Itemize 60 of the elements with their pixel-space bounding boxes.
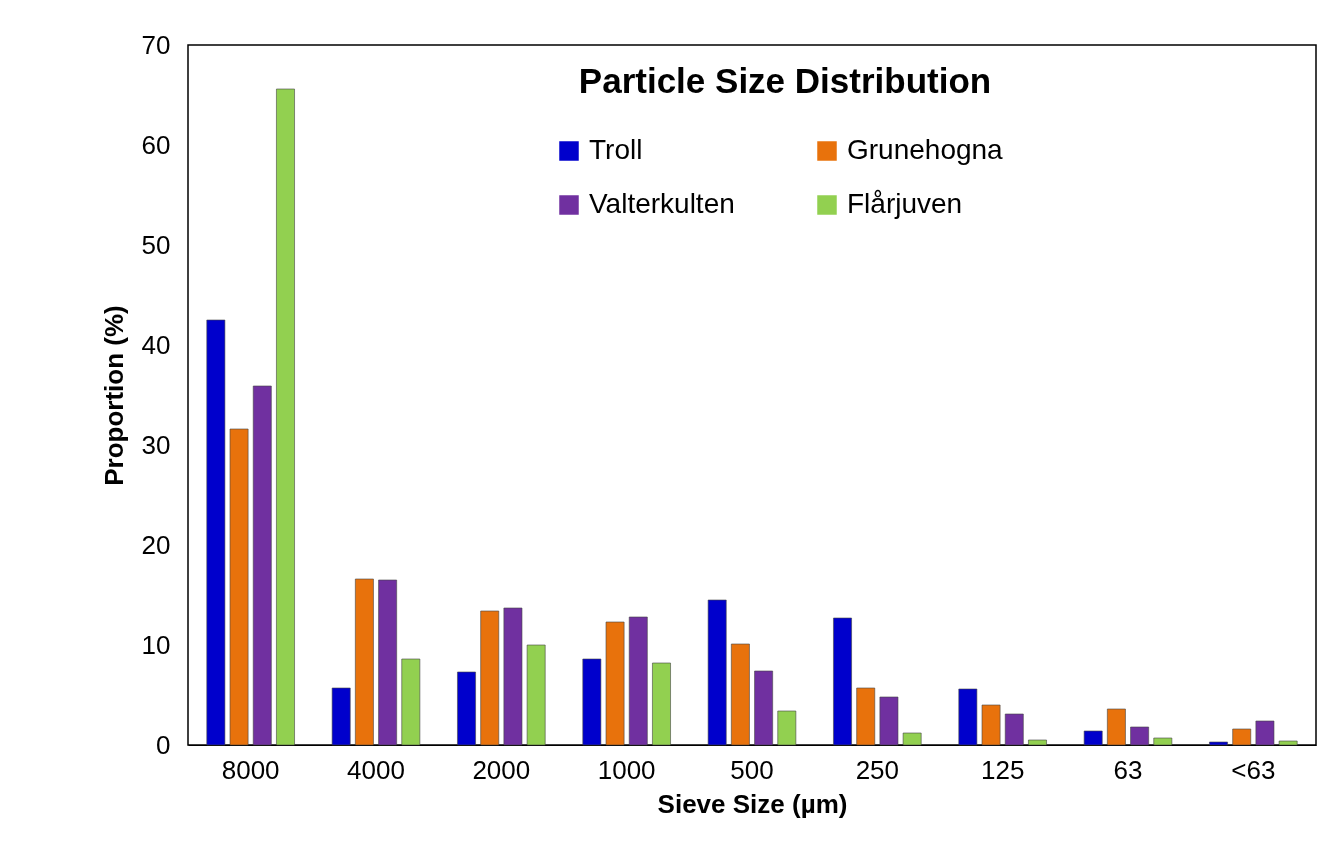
x-tick-label: 500 bbox=[730, 754, 774, 785]
bar bbox=[652, 662, 671, 746]
bar bbox=[252, 385, 272, 746]
y-tick-label: 50 bbox=[141, 229, 171, 260]
x-tick-label: 63 bbox=[1113, 754, 1143, 785]
legend-label: Flårjuven bbox=[847, 188, 963, 219]
bar bbox=[355, 578, 374, 746]
x-tick-label: 1000 bbox=[597, 754, 656, 785]
y-tick-label: 20 bbox=[141, 529, 171, 560]
bar bbox=[1232, 728, 1252, 746]
y-tick-label: 70 bbox=[141, 29, 171, 60]
bar bbox=[1153, 737, 1173, 746]
y-tick-label: 0 bbox=[156, 729, 171, 760]
bar bbox=[1083, 730, 1103, 746]
text: Particle Size Distribution bbox=[578, 61, 992, 100]
bar bbox=[833, 617, 852, 746]
bar bbox=[457, 671, 476, 746]
bar bbox=[731, 643, 750, 746]
bar bbox=[526, 644, 546, 746]
bar bbox=[401, 658, 421, 746]
bar bbox=[958, 688, 978, 746]
bar bbox=[628, 616, 648, 746]
bar bbox=[1130, 726, 1149, 746]
x-tick-label: 125 bbox=[980, 754, 1025, 785]
y-axis-title: Proportion (%) bbox=[98, 305, 129, 486]
x-axis-title: Sieve Size (µm) bbox=[657, 788, 848, 819]
bar bbox=[856, 687, 876, 746]
legend-label: Grunehogna bbox=[847, 134, 1004, 165]
bar bbox=[605, 621, 625, 746]
bar bbox=[879, 696, 899, 746]
y-tick-label: 40 bbox=[141, 329, 171, 360]
bar bbox=[229, 428, 249, 746]
bar bbox=[276, 88, 295, 746]
legend-label: Troll bbox=[589, 134, 643, 165]
y-tick-label: 10 bbox=[141, 629, 171, 660]
bar bbox=[582, 658, 602, 746]
bar bbox=[1209, 741, 1228, 746]
x-tick-label: 250 bbox=[855, 754, 900, 785]
bar bbox=[902, 732, 922, 746]
bar bbox=[378, 579, 397, 746]
x-tick-label: <63 bbox=[1231, 754, 1276, 785]
bar bbox=[1028, 739, 1047, 746]
x-tick-label: 2000 bbox=[472, 754, 531, 785]
bar bbox=[1255, 720, 1275, 746]
bar bbox=[1278, 740, 1298, 746]
y-tick-label: 30 bbox=[141, 429, 171, 460]
bar bbox=[1107, 708, 1126, 746]
bar bbox=[331, 687, 351, 746]
x-tick-label: 8000 bbox=[221, 754, 280, 785]
bar bbox=[480, 610, 500, 746]
bar bbox=[981, 704, 1001, 746]
bar bbox=[1004, 713, 1024, 746]
legend-label: Valterkulten bbox=[589, 188, 735, 219]
y-tick-label: 60 bbox=[141, 129, 171, 160]
bar bbox=[777, 710, 797, 746]
x-tick-label: 4000 bbox=[347, 754, 405, 785]
bar bbox=[503, 607, 523, 746]
bar bbox=[754, 670, 773, 746]
bar bbox=[206, 319, 226, 746]
bar bbox=[707, 599, 727, 746]
